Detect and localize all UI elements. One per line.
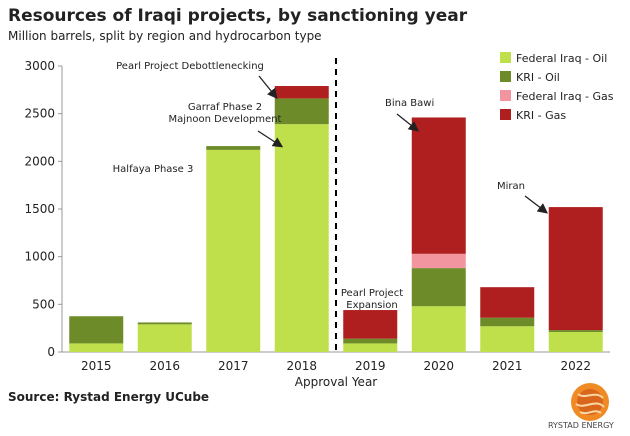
bar-segment: [411, 253, 466, 269]
bar-segment: [137, 324, 192, 352]
x-tick-label: 2015: [81, 359, 112, 373]
annotation-arrow: [524, 195, 549, 214]
bar-segment: [343, 310, 398, 339]
bar-segment: [480, 287, 535, 318]
annotation-label: Halfaya Phase 3: [113, 164, 194, 175]
bar-segment: [480, 317, 535, 327]
legend-swatch: [500, 71, 511, 82]
bar-segment: [343, 343, 398, 352]
annotation-arrow: [396, 113, 420, 132]
legend-label: Federal Iraq - Gas: [516, 90, 614, 103]
y-tick-label: 1500: [24, 202, 55, 216]
chart-subtitle: Million barrels, split by region and hyd…: [8, 29, 322, 43]
bar-segment: [411, 117, 466, 254]
annotation-label: Garraf Phase 2 Majnoon Development: [169, 102, 282, 125]
bar-segment: [69, 316, 124, 344]
bar-segment: [343, 338, 398, 344]
legend-label: KRI - Oil: [516, 71, 560, 84]
legend-swatch: [500, 90, 511, 101]
y-tick-label: 3000: [24, 59, 55, 73]
bar-segment: [548, 330, 603, 332]
logo-text: RYSTAD ENERGY: [548, 421, 614, 430]
legend-swatch: [500, 52, 511, 63]
x-axis-label: Approval Year: [295, 375, 378, 389]
x-tick-label: 2020: [423, 359, 454, 373]
x-tick-label: 2016: [149, 359, 180, 373]
bar-segment: [548, 207, 603, 331]
x-tick-label: 2019: [355, 359, 386, 373]
rystad-logo-icon: [571, 383, 609, 421]
annotation-label: Pearl Project Debottlenecking: [116, 61, 264, 72]
annotation-label: Pearl Project Expansion: [341, 288, 403, 311]
x-tick-label: 2018: [286, 359, 317, 373]
bar-segment: [206, 146, 261, 150]
bar-segment: [274, 124, 329, 352]
annotation-arrow: [258, 75, 278, 100]
bar-segment: [480, 326, 535, 352]
y-tick-label: 2000: [24, 154, 55, 168]
source-note: Source: Rystad Energy UCube: [8, 390, 210, 404]
bar-segment: [411, 306, 466, 352]
x-tick-label: 2022: [560, 359, 591, 373]
annotation-arrow: [257, 130, 284, 148]
bar-segment: [274, 98, 329, 125]
y-tick-label: 500: [32, 297, 55, 311]
bar-segment: [69, 343, 124, 352]
x-tick-label: 2017: [218, 359, 249, 373]
annotation-label: Miran: [497, 181, 525, 192]
x-tick-label: 2021: [492, 359, 523, 373]
bar-segment: [206, 149, 261, 352]
legend-label: Federal Iraq - Oil: [516, 52, 607, 65]
legend-label: KRI - Gas: [516, 109, 566, 122]
chart-title: Resources of Iraqi projects, by sanction…: [8, 6, 468, 26]
bar-segment: [548, 331, 603, 352]
bar-segment: [274, 86, 329, 99]
legend-swatch: [500, 109, 511, 120]
y-tick-label: 2500: [24, 107, 55, 121]
bar-segment: [137, 322, 192, 325]
bar-segment: [411, 268, 466, 307]
annotation-label: Bina Bawi: [385, 98, 434, 109]
y-tick-label: 1000: [24, 250, 55, 264]
y-tick-label: 0: [47, 345, 55, 359]
